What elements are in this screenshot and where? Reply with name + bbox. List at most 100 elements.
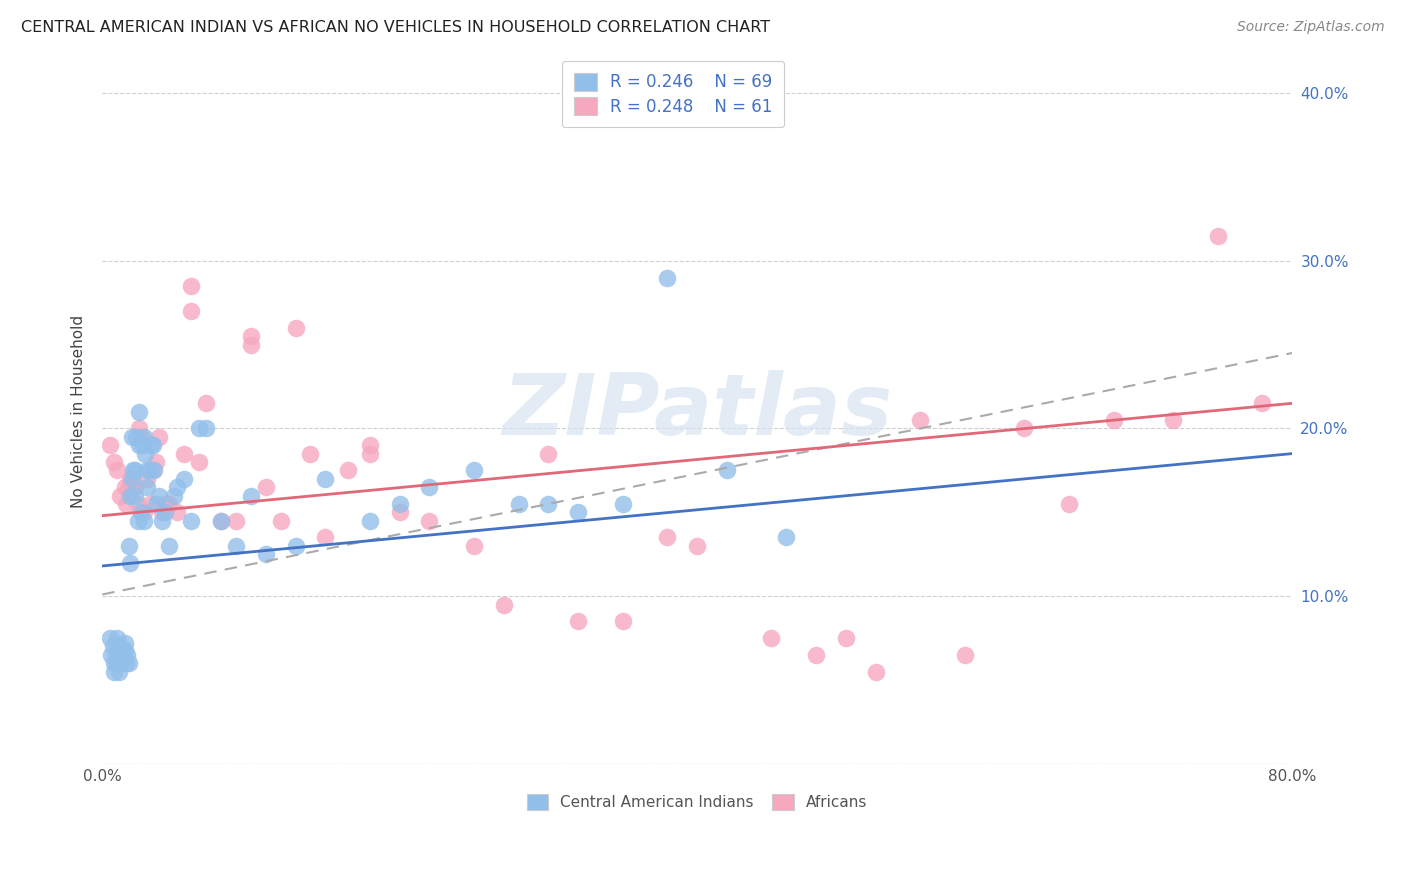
- Point: [187, 421, 209, 435]
- Point: [388, 505, 411, 519]
- Point: [150, 505, 173, 519]
- Point: [98, 438, 121, 452]
- Point: [145, 497, 167, 511]
- Point: [115, 657, 138, 671]
- Point: [508, 497, 530, 511]
- Point: [101, 640, 124, 654]
- Point: [284, 321, 307, 335]
- Point: [142, 463, 165, 477]
- Point: [225, 514, 247, 528]
- Point: [117, 648, 139, 662]
- Point: [141, 438, 163, 452]
- Point: [108, 657, 131, 671]
- Point: [716, 463, 738, 477]
- Point: [612, 615, 634, 629]
- Point: [314, 472, 336, 486]
- Point: [139, 463, 162, 477]
- Point: [98, 631, 121, 645]
- Point: [1161, 413, 1184, 427]
- Point: [359, 514, 381, 528]
- Point: [118, 657, 141, 671]
- Point: [1102, 413, 1125, 427]
- Point: [145, 455, 167, 469]
- Point: [153, 505, 176, 519]
- Point: [804, 648, 827, 662]
- Point: [166, 480, 188, 494]
- Point: [142, 438, 165, 452]
- Point: [100, 648, 122, 662]
- Point: [157, 539, 180, 553]
- Point: [127, 497, 149, 511]
- Point: [1014, 421, 1036, 435]
- Point: [103, 657, 125, 671]
- Point: [128, 421, 150, 435]
- Point: [132, 514, 155, 528]
- Point: [135, 463, 157, 477]
- Point: [1206, 228, 1229, 243]
- Point: [121, 472, 143, 486]
- Text: ZIPatlas: ZIPatlas: [502, 370, 893, 453]
- Point: [195, 421, 218, 435]
- Point: [537, 447, 560, 461]
- Point: [112, 648, 135, 662]
- Point: [114, 642, 136, 657]
- Point: [239, 337, 262, 351]
- Point: [143, 463, 166, 477]
- Point: [209, 514, 232, 528]
- Point: [131, 438, 153, 452]
- Point: [537, 497, 560, 511]
- Point: [359, 438, 381, 452]
- Point: [128, 438, 150, 452]
- Point: [239, 489, 262, 503]
- Point: [336, 463, 359, 477]
- Point: [239, 329, 262, 343]
- Point: [254, 547, 277, 561]
- Point: [153, 497, 176, 511]
- Point: [173, 447, 195, 461]
- Point: [686, 539, 709, 553]
- Point: [657, 531, 679, 545]
- Point: [129, 505, 152, 519]
- Point: [865, 665, 887, 679]
- Point: [254, 480, 277, 494]
- Point: [150, 514, 173, 528]
- Point: [761, 631, 783, 645]
- Point: [115, 497, 138, 511]
- Point: [134, 447, 156, 461]
- Point: [105, 463, 128, 477]
- Point: [129, 430, 152, 444]
- Point: [148, 489, 170, 503]
- Point: [124, 480, 146, 494]
- Point: [835, 631, 858, 645]
- Point: [1057, 497, 1080, 511]
- Point: [463, 539, 485, 553]
- Point: [121, 480, 143, 494]
- Point: [125, 430, 148, 444]
- Point: [166, 505, 188, 519]
- Text: CENTRAL AMERICAN INDIAN VS AFRICAN NO VEHICLES IN HOUSEHOLD CORRELATION CHART: CENTRAL AMERICAN INDIAN VS AFRICAN NO VE…: [21, 20, 770, 35]
- Point: [121, 430, 143, 444]
- Point: [180, 514, 202, 528]
- Point: [284, 539, 307, 553]
- Point: [124, 463, 146, 477]
- Point: [105, 631, 128, 645]
- Point: [492, 598, 515, 612]
- Point: [132, 505, 155, 519]
- Point: [107, 665, 129, 679]
- Point: [108, 640, 131, 654]
- Point: [114, 480, 136, 494]
- Point: [118, 539, 141, 553]
- Point: [105, 657, 128, 671]
- Point: [124, 489, 146, 503]
- Point: [103, 665, 125, 679]
- Point: [128, 405, 150, 419]
- Point: [135, 480, 157, 494]
- Point: [299, 447, 322, 461]
- Point: [120, 556, 142, 570]
- Point: [953, 648, 976, 662]
- Point: [120, 472, 142, 486]
- Point: [209, 514, 232, 528]
- Point: [657, 270, 679, 285]
- Point: [104, 648, 127, 662]
- Point: [162, 489, 184, 503]
